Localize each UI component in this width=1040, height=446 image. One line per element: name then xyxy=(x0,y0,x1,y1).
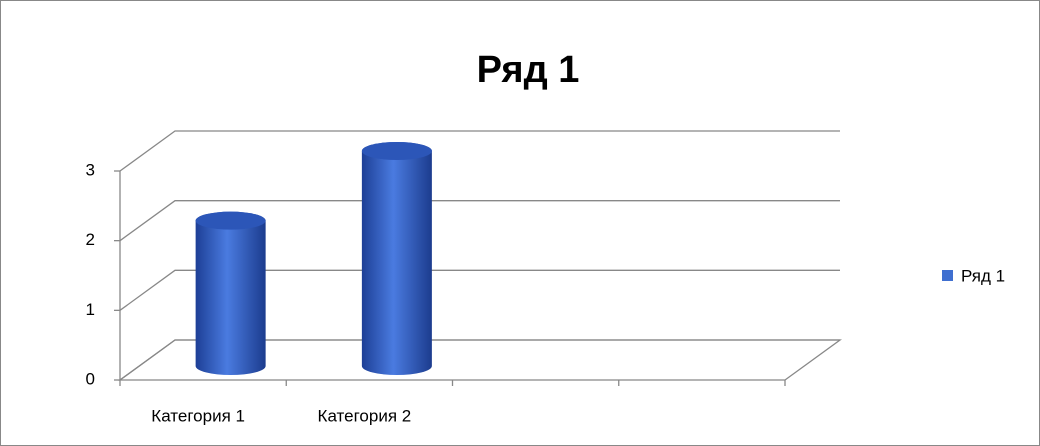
grid-line xyxy=(119,200,840,242)
bar-top xyxy=(195,211,266,230)
x-tick-label: Категория 2 xyxy=(318,406,412,425)
bar xyxy=(361,142,432,375)
grid-line xyxy=(119,339,840,381)
bar-top xyxy=(361,142,432,160)
y-tick-label: 2 xyxy=(86,230,95,249)
y-tick-label: 3 xyxy=(86,160,95,179)
grid-line xyxy=(119,269,840,311)
legend-swatch xyxy=(942,270,953,281)
bar xyxy=(195,211,266,375)
y-tick-label: 0 xyxy=(86,369,95,388)
y-tick-label: 1 xyxy=(86,300,95,319)
chart-title: Ряд 1 xyxy=(477,49,580,91)
legend-label: Ряд 1 xyxy=(961,266,1005,285)
grid-line xyxy=(119,130,840,172)
x-tick-label: Категория 1 xyxy=(151,406,245,425)
